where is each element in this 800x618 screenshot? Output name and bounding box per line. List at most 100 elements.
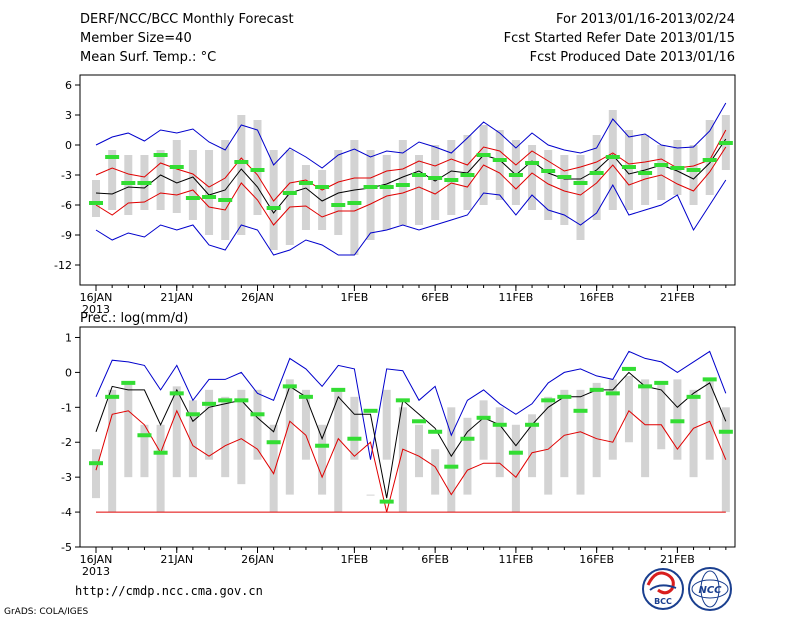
precipitation-median-day-6 <box>169 391 184 396</box>
precipitation-line-mean <box>95 371 727 499</box>
temperature-box-day-23 <box>447 140 456 215</box>
precipitation-box-day-4 <box>140 424 149 478</box>
temperature-box-day-30 <box>560 155 569 225</box>
temperature-median-day-13 <box>282 191 297 195</box>
temperature-box-day-7 <box>188 150 197 220</box>
temperature-median-day-34 <box>621 165 636 169</box>
precipitation-median-day-29 <box>541 398 556 403</box>
precipitation-median-day-17 <box>347 436 362 441</box>
temperature-box-day-39 <box>705 120 714 195</box>
temperature-median-day-10 <box>234 160 249 164</box>
temperature-median-day-36 <box>654 163 669 167</box>
temperature-xtick-label: 16JAN <box>80 291 113 304</box>
ncc-logo: NCC <box>688 567 732 611</box>
precipitation-ytick-label: -1 <box>61 401 72 414</box>
temperature-box-day-13 <box>285 150 294 245</box>
temperature-box-day-8 <box>205 150 214 235</box>
temperature-median-day-6 <box>169 165 184 169</box>
temperature-median-day-27 <box>508 173 523 177</box>
temperature-box-day-28 <box>528 145 537 210</box>
precipitation-median-day-13 <box>282 384 297 389</box>
precipitation-median-day-3 <box>121 380 136 385</box>
precipitation-line-mean-minus <box>95 409 727 513</box>
precipitation-median-day-34 <box>621 366 636 371</box>
temperature-median-day-8 <box>202 195 217 199</box>
temperature-median-day-15 <box>315 185 330 189</box>
precipitation-xtick-label: 16JAN <box>80 553 113 566</box>
temperature-box-day-18 <box>366 150 375 240</box>
temperature-median-day-3 <box>121 181 136 185</box>
temperature-median-day-29 <box>541 169 556 173</box>
temperature-line-mean-minus <box>95 146 727 226</box>
precipitation-box-day-5 <box>156 424 165 513</box>
precipitation-box-day-7 <box>188 400 197 478</box>
temperature-median-day-16 <box>331 203 346 207</box>
temperature-box-day-6 <box>172 140 181 213</box>
temperature-ytick-label: 3 <box>65 109 72 122</box>
precipitation-xtick-label: 16FEB <box>579 553 614 566</box>
precipitation-plot-frame <box>79 326 736 548</box>
member-size: Member Size=40 <box>80 31 192 46</box>
temperature-median-day-20 <box>395 183 410 187</box>
precipitation-box-day-11 <box>253 389 262 460</box>
temperature-median-day-39 <box>702 158 717 162</box>
precipitation-median-day-12 <box>266 440 281 445</box>
precipitation-median-layer <box>89 366 733 504</box>
temperature-box-day-10 <box>237 115 246 235</box>
precipitation-box-day-10 <box>237 389 246 485</box>
forecast-start-date: Fcst Started Refer Date 2013/01/15 <box>504 31 735 46</box>
precipitation-box-day-17 <box>350 396 359 460</box>
temperature-line-mean-plus <box>95 129 727 202</box>
precipitation-box-day-8 <box>205 389 214 460</box>
temperature-xtick-label: 16FEB <box>579 291 614 304</box>
precipitation-box-day-39 <box>705 379 714 460</box>
precipitation-median-day-14 <box>298 394 313 399</box>
precipitation-box-day-6 <box>172 386 181 478</box>
temperature-ytick-label: -9 <box>61 229 72 242</box>
temperature-median-day-17 <box>347 201 362 205</box>
precipitation-box-day-20 <box>398 407 407 513</box>
temperature-plot-frame <box>79 74 736 286</box>
temperature-median-day-19 <box>379 185 394 189</box>
precipitation-ytick-label: -2 <box>61 436 72 449</box>
temperature-median-day-5 <box>153 153 168 157</box>
precipitation-median-day-33 <box>605 391 620 396</box>
temperature-box-day-38 <box>689 145 698 205</box>
temperature-median-day-25 <box>476 153 491 157</box>
temperature-median-layer <box>89 141 733 210</box>
temperature-line-min <box>95 179 727 256</box>
precipitation-median-day-1 <box>89 461 103 466</box>
precipitation-box-day-22 <box>431 449 440 495</box>
precipitation-xtick-label: 11FEB <box>498 553 533 566</box>
precipitation-box-day-36 <box>657 382 666 450</box>
panel1-variable: Mean Surf. Temp.: °C <box>80 50 216 65</box>
temperature-xtick-label: 6FEB <box>421 291 449 304</box>
temperature-box-day-1 <box>92 180 100 217</box>
precipitation-median-day-15 <box>315 443 330 448</box>
precipitation-median-day-2 <box>105 394 120 399</box>
precipitation-box-day-34 <box>624 375 633 443</box>
precipitation-box-day-16 <box>334 389 343 513</box>
temperature-ytick-label: -12 <box>54 259 72 272</box>
temperature-box-day-2 <box>108 150 117 210</box>
precipitation-xtick-label: 1FEB <box>340 553 368 566</box>
forecast-produced-date: Fcst Produced Date 2013/01/16 <box>530 50 735 65</box>
bcc-logo: BCC <box>642 568 684 610</box>
precipitation-median-day-27 <box>508 450 523 455</box>
temperature-box-day-26 <box>495 130 504 200</box>
precipitation-box-day-1 <box>92 449 100 499</box>
source-url[interactable]: http://cmdp.ncc.cma.gov.cn <box>75 584 263 598</box>
temperature-box-day-17 <box>350 140 359 255</box>
precipitation-ytick-label: -5 <box>61 541 72 554</box>
precipitation-box-day-21 <box>415 424 423 478</box>
figure-title: DERF/NCC/BCC Monthly Forecast <box>80 12 294 27</box>
temperature-median-day-37 <box>670 166 685 170</box>
temperature-box-day-33 <box>608 110 617 210</box>
precipitation-ytick-label: 0 <box>65 366 72 379</box>
precipitation-box-day-18 <box>366 494 375 496</box>
precipitation-box-day-2 <box>108 389 117 513</box>
temperature-median-day-18 <box>363 185 378 189</box>
